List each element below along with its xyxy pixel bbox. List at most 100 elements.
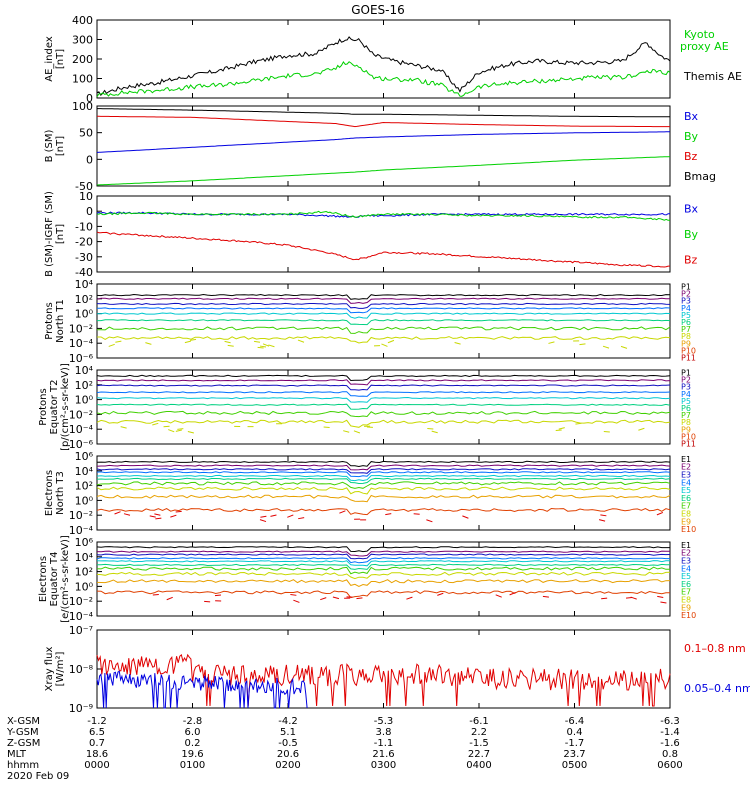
legend-item: P11: [681, 353, 696, 362]
y-axis-label: North T3: [55, 471, 66, 515]
flux-dash: [260, 346, 266, 347]
y-axis-label: [p/(cm²-s-sr-keV)]: [60, 363, 71, 451]
flux-dash: [320, 598, 326, 600]
footer-value: 6.5: [89, 727, 105, 738]
footer-row-label: hhmm: [7, 760, 39, 771]
y-tick-label: 10²: [75, 379, 93, 392]
y-tick-label: 10⁻⁷: [69, 624, 93, 637]
footer-value: -1.7: [565, 738, 585, 749]
footer-value: -2.8: [183, 716, 203, 727]
footer-value: -1.2: [87, 716, 107, 727]
flux-dash: [354, 431, 360, 433]
footer-value: -1.1: [374, 738, 394, 749]
flux-line: [97, 313, 670, 318]
flux-line: [97, 404, 670, 409]
y-tick-label: 50: [79, 127, 93, 140]
flux-dash: [579, 344, 585, 345]
flux-dash: [343, 431, 349, 433]
y-tick-label: 10²: [75, 293, 93, 306]
y-tick-label: 10⁻²: [69, 322, 93, 335]
y-tick-label: 10: [79, 190, 93, 203]
footer-row-label: Y-GSM: [6, 727, 39, 738]
flux-dash: [298, 518, 304, 519]
y-axis-label: [nT]: [55, 136, 66, 156]
flux-dash: [177, 429, 183, 430]
y-tick-label: 10⁰: [75, 394, 94, 407]
legend-item: Bz: [684, 253, 698, 266]
y-tick-label: -30: [75, 251, 93, 264]
flux-dash: [333, 597, 339, 599]
flux-dash: [168, 430, 174, 432]
flux-dash: [268, 345, 274, 347]
y-axis-label: [e/(cm²-s-sr-keV)]: [60, 535, 71, 623]
y-tick-label: 10²: [75, 480, 93, 493]
flux-dash: [215, 595, 221, 596]
legend-item: Bx: [684, 203, 699, 216]
y-axis-label: Electrons: [44, 470, 55, 516]
legend-item: E10: [681, 525, 696, 534]
flux-line: [97, 392, 670, 397]
flux-dash: [548, 342, 554, 344]
flux-line: [97, 385, 670, 390]
flux-dash: [631, 597, 637, 599]
footer-value: 20.6: [277, 749, 299, 760]
flux-line: [97, 551, 670, 556]
flux-dash: [124, 514, 130, 516]
footer-value: 0000: [84, 760, 109, 771]
legend-item: Bz: [684, 150, 698, 163]
flux-dash: [426, 520, 432, 522]
footer-row-label: Z-GSM: [7, 738, 40, 749]
flux-dash: [167, 597, 173, 599]
flux-dash: [260, 516, 266, 517]
flux-dash: [657, 596, 663, 597]
y-tick-label: 10⁻²: [69, 595, 93, 608]
flux-dash: [657, 512, 663, 514]
panel-frame: [97, 370, 670, 444]
footer-value: -0.5: [278, 738, 298, 749]
footer-date: 2020 Feb 09: [7, 771, 69, 782]
flux-dash: [115, 341, 121, 342]
legend-item: E10: [681, 611, 696, 620]
flux-line: [97, 420, 670, 427]
y-axis-label: Protons: [44, 302, 55, 339]
flux-dash: [385, 514, 391, 515]
panel-frame: [97, 106, 670, 186]
y-axis-label: B (SM): [44, 129, 55, 162]
flux-dash: [263, 344, 269, 346]
flux-dash: [455, 342, 461, 344]
flux-dash: [388, 340, 394, 342]
y-tick-label: 10⁻⁴: [69, 423, 94, 436]
plot-title: GOES-16: [351, 3, 405, 17]
series-line: [97, 37, 670, 95]
flux-dash: [290, 594, 296, 595]
flux-line: [97, 509, 670, 515]
footer-row-label: MLT: [7, 749, 27, 760]
footer-value: 23.7: [563, 749, 585, 760]
y-axis-label: [nT]: [55, 49, 66, 69]
flux-dash: [145, 343, 151, 345]
y-tick-label: 10⁻⁸: [69, 663, 94, 676]
flux-dash: [115, 512, 121, 514]
footer-value: 21.6: [372, 749, 394, 760]
flux-dash: [164, 426, 170, 427]
y-tick-label: 100: [72, 73, 93, 86]
flux-dash: [432, 431, 438, 433]
y-tick-label: 0: [86, 205, 93, 218]
y-tick-label: 10⁶: [75, 536, 94, 549]
flux-dash: [287, 515, 293, 517]
flux-dash: [225, 341, 231, 342]
flux-dash: [185, 341, 191, 343]
footer-row-label: X-GSM: [7, 716, 40, 727]
footer-value: 18.6: [86, 749, 108, 760]
legend-item: P11: [681, 439, 696, 448]
footer-value: -6.4: [565, 716, 585, 727]
panel-frame: [97, 20, 670, 98]
flux-dash: [575, 423, 581, 424]
flux-line: [97, 572, 670, 578]
footer-value: -6.1: [469, 716, 489, 727]
y-tick-label: 100: [72, 100, 93, 113]
flux-dash: [188, 432, 194, 433]
